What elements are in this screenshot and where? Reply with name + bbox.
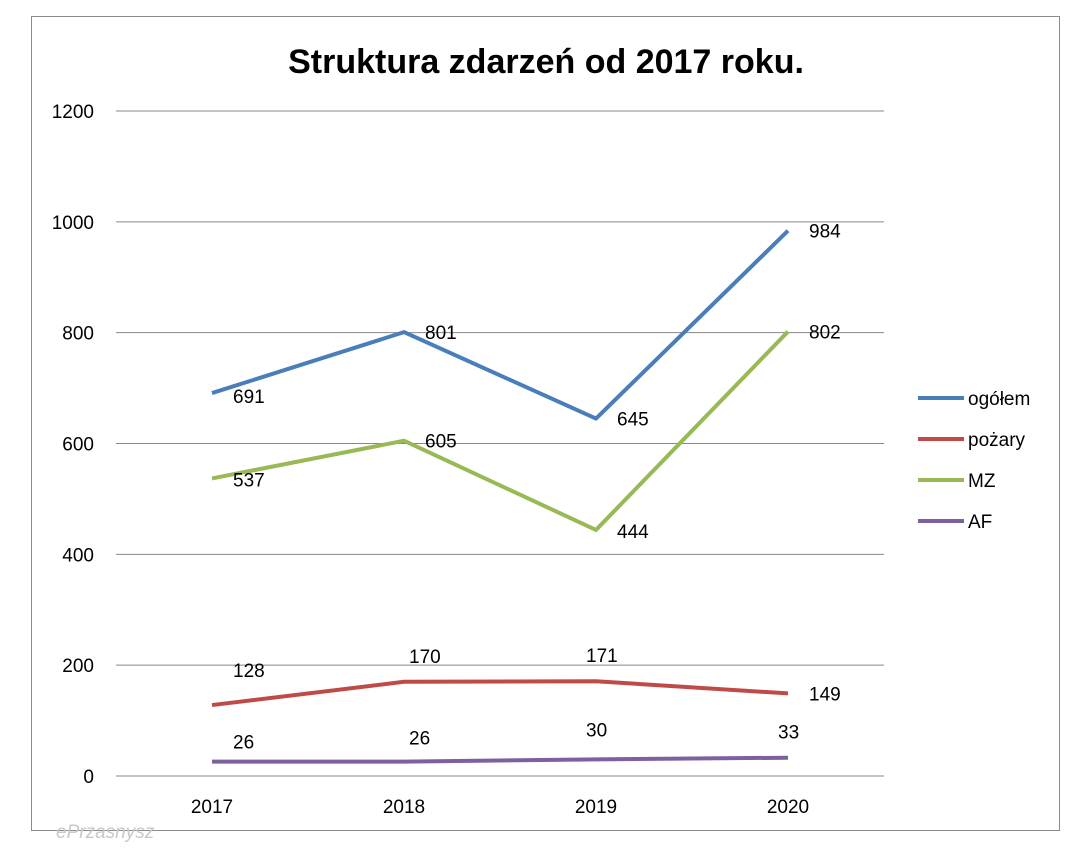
data-label: 30 — [586, 720, 607, 741]
chart-title: Struktura zdarzeń od 2017 roku. — [288, 43, 804, 81]
legend-label: MZ — [968, 471, 996, 492]
legend-label: pożary — [968, 430, 1026, 451]
series-line-1 — [211, 229, 790, 421]
series-line-2 — [211, 679, 789, 708]
x-axis: 2017 2018 2019 2020 — [191, 797, 809, 818]
x-tick-label: 2019 — [575, 797, 617, 818]
data-label: 645 — [617, 410, 649, 431]
x-tick-label: 2018 — [383, 797, 425, 818]
data-label: 128 — [233, 661, 265, 682]
series-line-3 — [211, 330, 790, 532]
y-tick-label: 400 — [62, 545, 94, 566]
data-label: 149 — [809, 684, 841, 705]
x-tick-label: 2017 — [191, 797, 233, 818]
data-label: 444 — [617, 522, 649, 543]
data-label: 537 — [233, 470, 265, 491]
legend: ogółem pożary MZ AF — [918, 389, 1030, 533]
data-label: 26 — [233, 733, 254, 754]
y-axis: 0 200 400 600 800 1000 1200 — [52, 102, 94, 788]
data-label: 691 — [233, 387, 265, 408]
y-tick-label: 200 — [62, 656, 94, 677]
y-tick-label: 1000 — [52, 213, 94, 234]
legend-label: ogółem — [968, 389, 1030, 410]
data-label: 605 — [425, 432, 457, 453]
watermark: ePrzasnysz — [56, 822, 155, 843]
y-tick-label: 0 — [83, 767, 94, 788]
y-tick-label: 1200 — [52, 102, 94, 123]
data-labels: 691 801 645 984 128 170 171 149 537 605 444 802 26 26… — [233, 222, 841, 754]
x-tick-label: 2020 — [767, 797, 809, 818]
data-label: 170 — [409, 647, 441, 668]
legend-label: AF — [968, 512, 992, 533]
data-label: 801 — [425, 323, 457, 344]
y-tick-label: 800 — [62, 324, 94, 345]
series-lines — [211, 229, 790, 764]
chart-frame — [31, 16, 1060, 831]
series-line-4 — [212, 755, 789, 764]
data-label: 171 — [586, 646, 618, 667]
data-label: 26 — [409, 729, 430, 750]
data-label: 984 — [809, 222, 841, 243]
grid — [116, 110, 884, 777]
data-label: 33 — [778, 723, 799, 744]
data-label: 802 — [809, 323, 841, 344]
y-tick-label: 600 — [62, 435, 94, 456]
